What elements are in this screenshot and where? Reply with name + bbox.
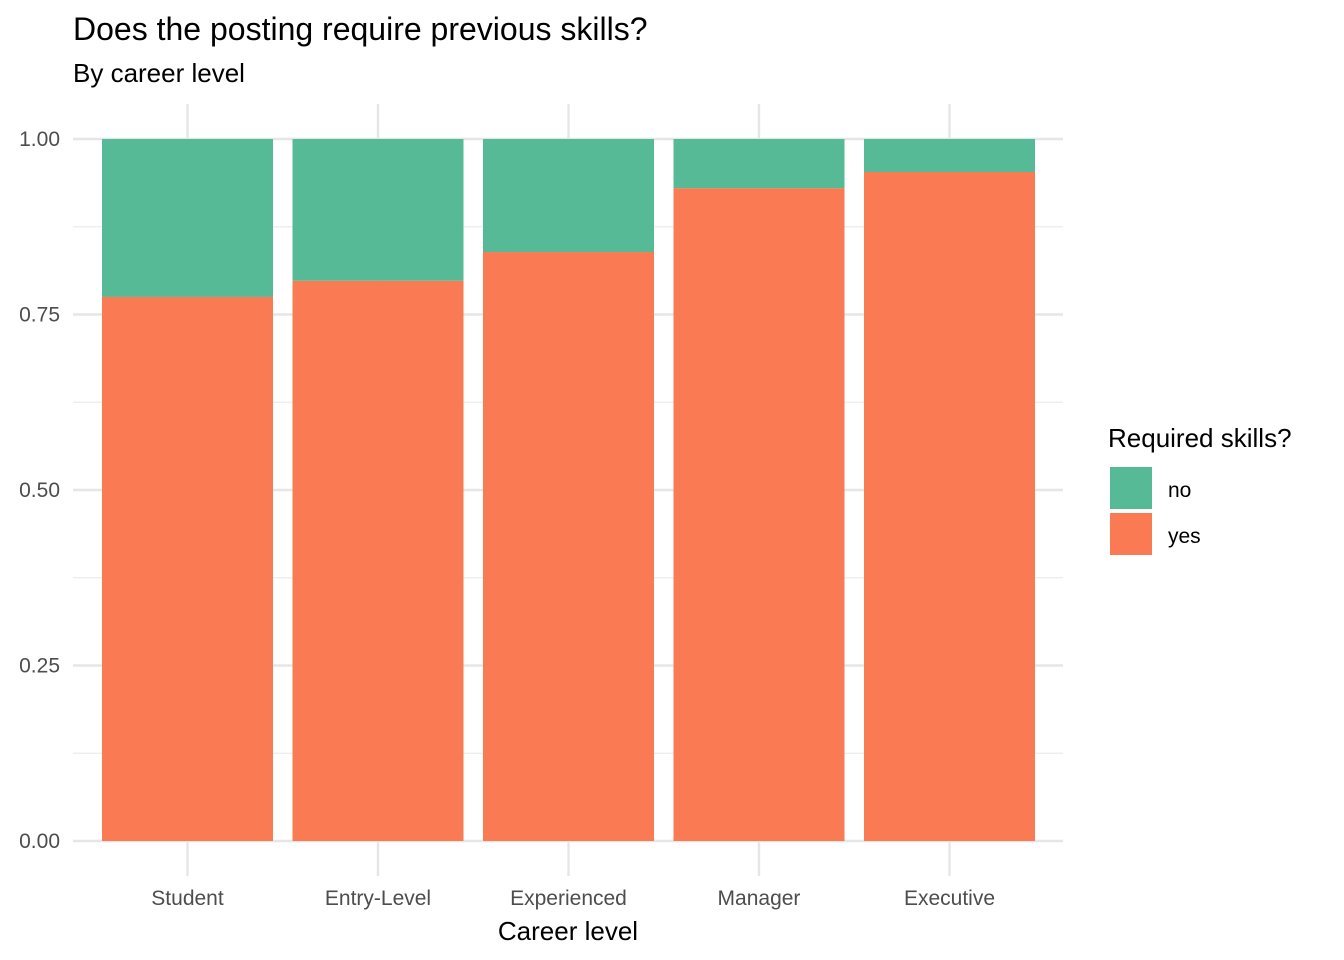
x-tick-label: Student [151,887,224,910]
y-axis-ticks: 0.00 0.25 0.50 0.75 1.00 [19,128,60,853]
legend-swatch-yes [1110,513,1152,555]
x-axis-ticks: Student Entry-Level Experienced Manager Exec… [151,887,995,910]
bar-segment-yes [483,252,654,842]
legend-title: Required skills? [1108,423,1292,453]
bar-segment-no [102,139,273,297]
x-tick-label: Executive [904,887,995,910]
bars [102,139,1035,842]
x-tick-label: Experienced [510,887,627,910]
y-tick-label: 0.50 [19,479,60,502]
bar-segment-yes [292,280,464,842]
x-tick-label: Entry-Level [325,887,431,910]
bar-segment-yes [673,188,845,841]
chart-title: Does the posting require previous skills… [73,11,648,47]
y-tick-label: 0.25 [19,655,60,678]
y-tick-label: 1.00 [19,128,60,151]
bar-segment-no [673,139,845,189]
y-tick-label: 0.00 [19,830,60,853]
bar-segment-no [483,139,654,253]
y-tick-label: 0.75 [19,304,60,327]
bar-segment-no [292,139,464,281]
legend-swatch-no [1110,467,1152,509]
bar-segment-yes [864,171,1035,841]
chart-subtitle: By career level [73,58,245,88]
x-axis-title: Career level [498,916,638,946]
x-tick-label: Manager [718,887,801,910]
legend: Required skills? no yes [1108,423,1292,555]
bar-segment-no [864,139,1035,172]
legend-label-no: no [1168,479,1191,502]
bar-segment-yes [102,296,273,841]
legend-label-yes: yes [1168,525,1201,548]
